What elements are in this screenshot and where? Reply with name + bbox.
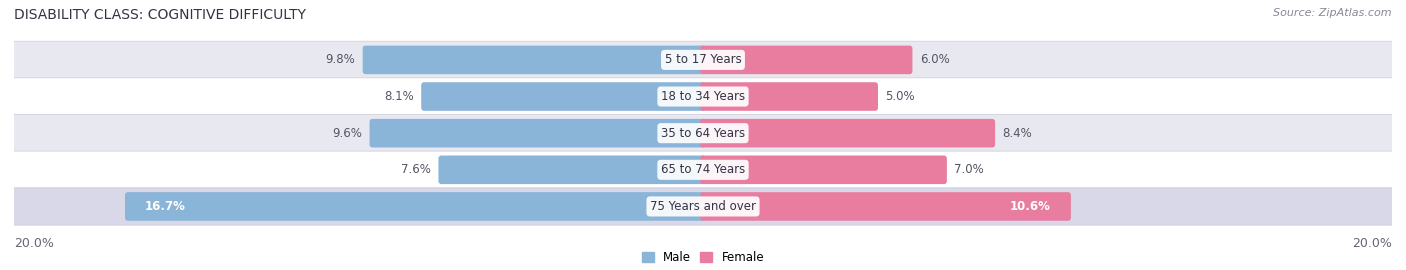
FancyBboxPatch shape	[8, 41, 1398, 79]
Text: 10.6%: 10.6%	[1010, 200, 1050, 213]
Text: 6.0%: 6.0%	[920, 53, 950, 66]
Text: 20.0%: 20.0%	[14, 237, 53, 249]
FancyBboxPatch shape	[700, 156, 946, 184]
FancyBboxPatch shape	[700, 82, 877, 111]
Text: 9.6%: 9.6%	[332, 127, 361, 140]
Text: 35 to 64 Years: 35 to 64 Years	[661, 127, 745, 140]
FancyBboxPatch shape	[422, 82, 706, 111]
Text: 5 to 17 Years: 5 to 17 Years	[665, 53, 741, 66]
Text: Source: ZipAtlas.com: Source: ZipAtlas.com	[1274, 8, 1392, 18]
FancyBboxPatch shape	[700, 119, 995, 147]
FancyBboxPatch shape	[125, 192, 706, 221]
Text: 9.8%: 9.8%	[325, 53, 356, 66]
Text: 8.4%: 8.4%	[1002, 127, 1032, 140]
FancyBboxPatch shape	[363, 46, 706, 74]
Text: 7.0%: 7.0%	[955, 163, 984, 176]
FancyBboxPatch shape	[8, 188, 1398, 225]
FancyBboxPatch shape	[8, 114, 1398, 152]
Text: DISABILITY CLASS: COGNITIVE DIFFICULTY: DISABILITY CLASS: COGNITIVE DIFFICULTY	[14, 8, 307, 22]
Text: 65 to 74 Years: 65 to 74 Years	[661, 163, 745, 176]
FancyBboxPatch shape	[439, 156, 706, 184]
Text: 75 Years and over: 75 Years and over	[650, 200, 756, 213]
FancyBboxPatch shape	[700, 46, 912, 74]
Text: 5.0%: 5.0%	[886, 90, 915, 103]
Legend: Male, Female: Male, Female	[637, 246, 769, 269]
Text: 8.1%: 8.1%	[384, 90, 413, 103]
FancyBboxPatch shape	[8, 78, 1398, 115]
FancyBboxPatch shape	[370, 119, 706, 147]
FancyBboxPatch shape	[8, 151, 1398, 188]
Text: 16.7%: 16.7%	[145, 200, 186, 213]
FancyBboxPatch shape	[700, 192, 1071, 221]
Text: 7.6%: 7.6%	[401, 163, 430, 176]
Text: 20.0%: 20.0%	[1353, 237, 1392, 249]
Text: 18 to 34 Years: 18 to 34 Years	[661, 90, 745, 103]
